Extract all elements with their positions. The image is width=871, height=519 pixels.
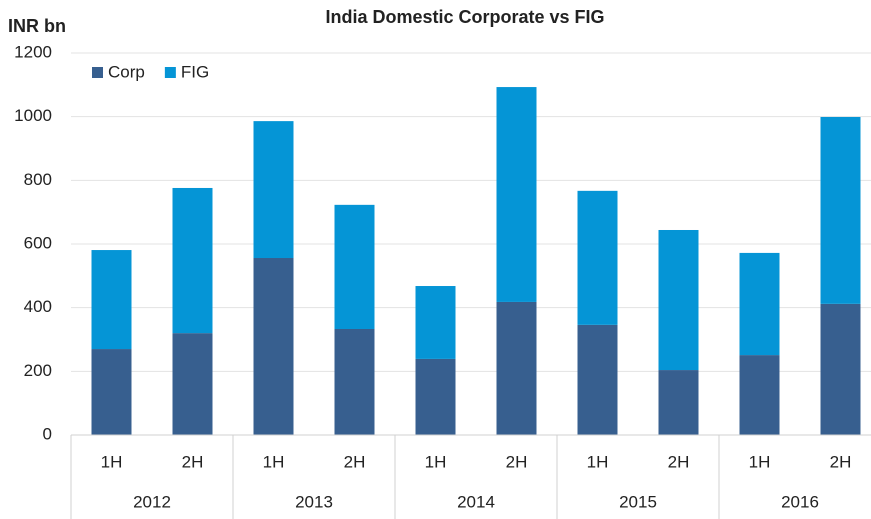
bar-segment [334, 204, 375, 329]
y-axis-label: INR bn [8, 16, 66, 36]
bar-segment [820, 303, 861, 435]
group-label: 2016 [781, 492, 819, 511]
bar-segment [253, 258, 294, 435]
x-tick-label: 1H [263, 452, 285, 471]
y-tick-label: 800 [24, 170, 52, 189]
bar-segment [334, 328, 375, 435]
x-tick-label: 2H [182, 452, 204, 471]
bar-segment [496, 301, 537, 435]
group-label: 2012 [133, 492, 171, 511]
bar-segment [253, 121, 294, 259]
bar-segment [415, 358, 456, 435]
legend-swatch [164, 67, 176, 78]
x-tick-label: 2H [830, 452, 852, 471]
x-tick-label: 1H [101, 452, 123, 471]
bar-segment [820, 116, 861, 304]
bar-segment [658, 370, 699, 435]
legend-swatch [92, 67, 103, 78]
y-tick-label: 200 [24, 361, 52, 380]
bar-segment [91, 349, 132, 435]
bar-segment [739, 355, 780, 435]
bar-segment [658, 229, 699, 371]
group-label: 2014 [457, 492, 495, 511]
legend-label: FIG [181, 62, 209, 81]
bar-segment [577, 190, 618, 325]
x-tick-label: 2H [344, 452, 366, 471]
bar-segment [172, 333, 213, 435]
x-tick-label: 2H [668, 452, 690, 471]
y-tick-label: 0 [43, 424, 52, 443]
x-tick-label: 1H [425, 452, 447, 471]
x-tick-label: 1H [587, 452, 609, 471]
x-tick-label: 2H [506, 452, 528, 471]
chart-title: India Domestic Corporate vs FIG [325, 7, 604, 27]
bar-segment [91, 250, 132, 350]
bar-segment [415, 286, 456, 359]
x-tick-label: 1H [749, 452, 771, 471]
bar-segment [739, 252, 780, 356]
y-tick-label: 400 [24, 297, 52, 316]
group-label: 2015 [619, 492, 657, 511]
y-tick-label: 600 [24, 233, 52, 252]
y-tick-label: 1200 [14, 42, 52, 61]
bar-segment [496, 87, 537, 302]
legend-label: Corp [108, 62, 145, 81]
bar-segment [577, 324, 618, 435]
bar-segment [172, 187, 213, 334]
group-label: 2013 [295, 492, 333, 511]
y-tick-label: 1000 [14, 106, 52, 125]
